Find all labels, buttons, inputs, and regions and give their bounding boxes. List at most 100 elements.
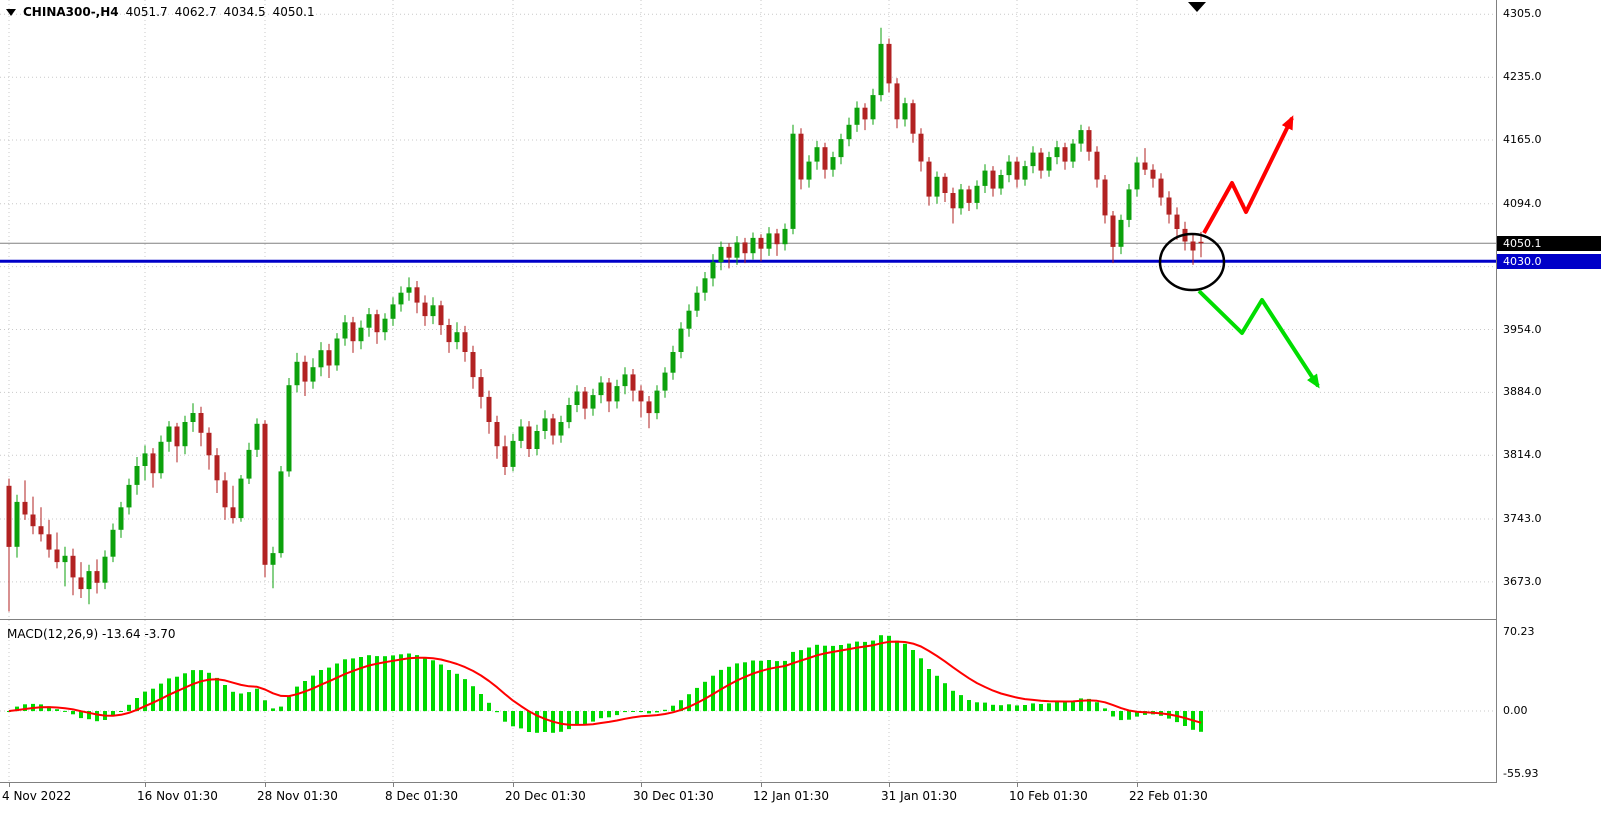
candle-body bbox=[1126, 189, 1132, 220]
price-chart-canvas[interactable] bbox=[0, 0, 1497, 620]
macd-bar bbox=[335, 663, 339, 711]
candle-body bbox=[846, 124, 852, 140]
macd-bar bbox=[823, 645, 827, 711]
price-tick-label: 3814.0 bbox=[1503, 448, 1542, 461]
candle-body bbox=[254, 423, 260, 450]
macd-bar bbox=[271, 708, 275, 711]
panel-resize-separator[interactable] bbox=[0, 619, 1601, 620]
candle-body bbox=[598, 382, 604, 396]
macd-bar bbox=[535, 711, 539, 733]
candle-body bbox=[590, 395, 596, 409]
macd-bar bbox=[143, 691, 147, 712]
candles-layer bbox=[6, 27, 1204, 612]
macd-bar bbox=[127, 704, 131, 712]
macd-bar bbox=[95, 711, 99, 722]
macd-bar bbox=[135, 698, 139, 712]
candle-body bbox=[902, 103, 908, 120]
candle-body bbox=[70, 555, 76, 578]
candle-body bbox=[30, 514, 36, 527]
candle-body bbox=[1014, 161, 1020, 180]
candle-body bbox=[558, 422, 564, 436]
time-axis-label: 28 Nov 01:30 bbox=[257, 789, 338, 803]
macd-bar bbox=[303, 681, 307, 711]
price-tick-label: 4235.0 bbox=[1503, 70, 1542, 83]
macd-bar bbox=[847, 643, 851, 712]
candle-body bbox=[62, 555, 68, 563]
candle-body bbox=[806, 161, 812, 180]
candle-body bbox=[718, 246, 724, 263]
candle-body bbox=[278, 471, 284, 554]
macd-bar bbox=[799, 650, 803, 712]
macd-bar bbox=[455, 673, 459, 712]
macd-bar bbox=[735, 663, 739, 712]
macd-bar bbox=[367, 655, 371, 712]
candle-body bbox=[414, 287, 420, 303]
bearish-scenario-arrow[interactable] bbox=[1197, 289, 1320, 389]
macd-bar bbox=[375, 656, 379, 711]
macd-bar bbox=[919, 658, 923, 711]
macd-bar bbox=[407, 653, 411, 711]
candle-body bbox=[334, 338, 340, 366]
candle-body bbox=[1110, 215, 1116, 247]
macd-bar bbox=[591, 711, 595, 722]
candle-body bbox=[766, 233, 772, 249]
candle-body bbox=[38, 526, 44, 535]
candle-body bbox=[230, 507, 236, 519]
candle-body bbox=[118, 507, 124, 530]
macd-bar bbox=[863, 641, 867, 711]
macd-bar bbox=[15, 706, 19, 712]
macd-bar bbox=[295, 686, 299, 711]
candle-body bbox=[94, 571, 100, 583]
macd-bar bbox=[311, 675, 315, 712]
candle-body bbox=[382, 318, 388, 333]
candle-body bbox=[710, 262, 716, 279]
macd-bar bbox=[615, 711, 619, 716]
macd-bar bbox=[175, 676, 179, 712]
candle-body bbox=[550, 418, 556, 436]
candle-body bbox=[982, 170, 988, 186]
macd-signal-line bbox=[8, 640, 1202, 726]
candle-body bbox=[326, 350, 332, 366]
candle-body bbox=[1038, 152, 1044, 171]
macd-bar bbox=[559, 711, 563, 732]
macd-bar bbox=[1111, 711, 1115, 717]
candle-body bbox=[926, 161, 932, 197]
circle-annotation[interactable] bbox=[1158, 232, 1226, 292]
candle-body bbox=[318, 350, 324, 368]
candle-body bbox=[1022, 166, 1028, 180]
macd-bar bbox=[263, 700, 267, 711]
candle-body bbox=[22, 501, 28, 515]
macd-bar bbox=[199, 670, 203, 711]
macd-panel-canvas[interactable] bbox=[0, 620, 1497, 782]
macd-bar bbox=[783, 660, 787, 711]
candle-body bbox=[126, 484, 132, 508]
candle-body bbox=[102, 556, 108, 583]
candle-body bbox=[86, 571, 92, 590]
macd-bar bbox=[23, 704, 27, 711]
candle-body bbox=[182, 422, 188, 447]
macd-bar bbox=[647, 711, 651, 714]
candle-body bbox=[350, 322, 356, 342]
candle-body bbox=[574, 391, 580, 405]
price-scale[interactable]: 4050.1 4030.0 4305.0 4235.0 4165.0 4094.0 39… bbox=[1497, 0, 1601, 825]
macd-bar bbox=[631, 711, 635, 712]
candle-body bbox=[470, 352, 476, 378]
macd-bar bbox=[807, 647, 811, 711]
candle-body bbox=[286, 385, 292, 472]
macd-bar bbox=[903, 643, 907, 712]
candle-body bbox=[942, 176, 948, 193]
candle-body bbox=[54, 549, 60, 563]
macd-bar bbox=[1047, 703, 1051, 712]
candle-body bbox=[46, 534, 52, 550]
candle-body bbox=[294, 361, 300, 386]
time-axis-label: 4 Nov 2022 bbox=[2, 789, 72, 803]
time-axis[interactable]: 4 Nov 2022 16 Nov 01:30 28 Nov 01:30 8 Dec … bbox=[0, 782, 1497, 825]
macd-bar bbox=[111, 711, 115, 717]
candle-body bbox=[398, 292, 404, 305]
bullish-scenario-arrow[interactable] bbox=[1202, 115, 1294, 234]
macd-bar bbox=[415, 655, 419, 712]
candle-body bbox=[814, 147, 820, 162]
macd-bar bbox=[767, 660, 771, 711]
time-axis-tick bbox=[889, 782, 890, 787]
